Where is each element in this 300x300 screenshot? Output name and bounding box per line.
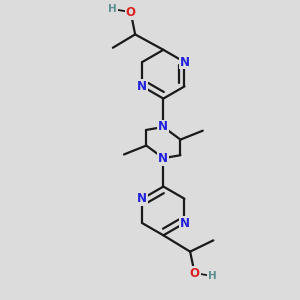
Text: N: N [179,56,190,68]
Text: N: N [158,152,168,165]
Text: N: N [137,192,147,205]
Text: O: O [190,267,200,280]
Text: N: N [158,121,168,134]
Text: H: H [109,4,117,14]
Text: O: O [126,6,136,19]
Text: H: H [208,271,217,281]
Text: N: N [179,217,190,230]
Text: N: N [137,80,147,93]
